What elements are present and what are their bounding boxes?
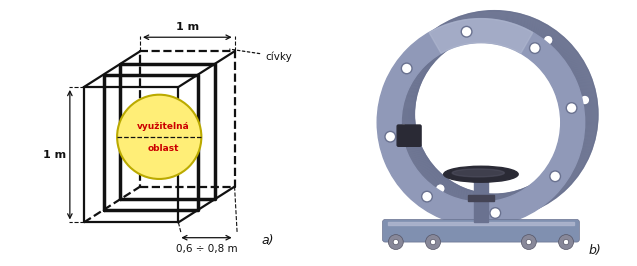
Circle shape xyxy=(399,124,408,134)
Circle shape xyxy=(580,95,590,105)
Circle shape xyxy=(401,63,412,74)
Circle shape xyxy=(461,26,472,37)
Circle shape xyxy=(426,235,441,250)
Ellipse shape xyxy=(444,166,518,182)
Bar xyxy=(468,195,494,201)
Wedge shape xyxy=(429,19,533,53)
Circle shape xyxy=(504,200,513,210)
Circle shape xyxy=(393,239,399,245)
Circle shape xyxy=(389,235,403,250)
Circle shape xyxy=(526,239,531,245)
Text: a): a) xyxy=(262,234,274,247)
Circle shape xyxy=(475,19,485,28)
Circle shape xyxy=(521,235,536,250)
Circle shape xyxy=(529,43,540,53)
Text: využitelná: využitelná xyxy=(137,122,189,131)
Circle shape xyxy=(559,235,573,250)
Circle shape xyxy=(543,35,553,45)
Text: 1 m: 1 m xyxy=(43,150,66,160)
Circle shape xyxy=(564,164,573,173)
Circle shape xyxy=(563,239,569,245)
Text: 0,6 ÷ 0,8 m: 0,6 ÷ 0,8 m xyxy=(176,244,238,254)
Bar xyxy=(474,174,488,222)
Ellipse shape xyxy=(117,95,201,179)
Text: cívky: cívky xyxy=(230,49,292,62)
Text: 1 m: 1 m xyxy=(176,22,199,32)
Circle shape xyxy=(436,184,445,193)
Circle shape xyxy=(490,208,501,218)
FancyBboxPatch shape xyxy=(382,219,580,242)
Circle shape xyxy=(422,191,433,202)
Text: oblast: oblast xyxy=(147,144,179,153)
Circle shape xyxy=(385,131,396,142)
Circle shape xyxy=(431,239,436,245)
Circle shape xyxy=(550,171,561,182)
FancyBboxPatch shape xyxy=(397,125,421,146)
Circle shape xyxy=(566,103,577,113)
Ellipse shape xyxy=(452,169,505,177)
Text: b): b) xyxy=(589,244,602,256)
Circle shape xyxy=(415,56,425,65)
